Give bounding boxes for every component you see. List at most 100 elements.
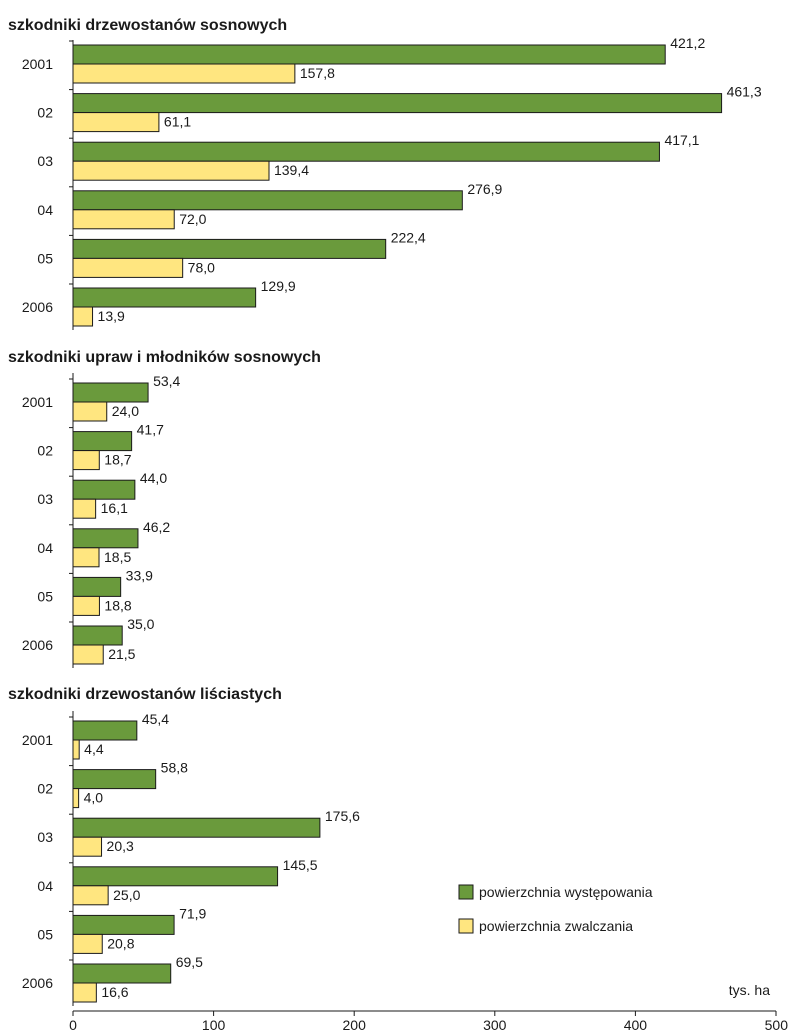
category-label: 03: [37, 829, 53, 845]
legend-control-swatch: [458, 918, 474, 934]
bar-control: [72, 257, 184, 278]
data-label: 35,0: [127, 616, 154, 632]
bar-occurrence: [72, 866, 279, 887]
x-axis: 0 100 200 300 400 500: [69, 1010, 789, 1031]
bar-control: [72, 498, 97, 519]
panel-title: szkodniki upraw i młodników sosnowych: [8, 349, 321, 366]
bar-control: [72, 160, 270, 181]
data-label: 129,9: [261, 278, 296, 294]
data-label: 78,0: [188, 259, 215, 275]
x-tick-label: 100: [202, 1017, 226, 1031]
category-label: 2006: [22, 637, 53, 653]
bar-control: [72, 450, 100, 471]
chart-panel-3: szkodniki drzewostanów liściastych 2001 45…: [8, 686, 360, 1006]
data-label: 53,4: [153, 373, 180, 389]
data-label: 145,5: [283, 857, 318, 873]
bar-occurrence: [72, 287, 257, 308]
bar-occurrence: [72, 625, 123, 646]
category-label: 05: [37, 250, 53, 266]
x-tick-label: 500: [765, 1017, 789, 1031]
data-label: 157,8: [300, 65, 335, 81]
bar-occurrence: [72, 141, 660, 162]
data-label: 71,9: [179, 905, 206, 921]
bar-control: [72, 595, 100, 616]
bar-occurrence: [72, 576, 122, 597]
bar-occurrence: [72, 963, 172, 984]
data-label: 222,4: [391, 229, 426, 245]
bar-control: [72, 112, 160, 133]
data-label: 45,4: [142, 711, 169, 727]
category-label: 02: [37, 105, 53, 121]
category-label: 2001: [22, 56, 53, 72]
data-label: 4,0: [84, 790, 104, 806]
category-label: 04: [37, 878, 53, 894]
legend-control-label: powierzchnia zwalczania: [479, 918, 633, 934]
legend-occurrence-label: powierzchnia występowania: [479, 884, 653, 900]
data-label: 18,8: [104, 597, 131, 613]
bar-control: [72, 933, 103, 954]
legend: powierzchnia występowania powierzchnia z…: [458, 884, 653, 934]
bar-occurrence: [72, 44, 666, 65]
legend-occurrence-swatch: [458, 884, 474, 900]
bar-occurrence: [72, 238, 387, 259]
category-label: 2006: [22, 299, 53, 315]
bar-occurrence: [72, 431, 133, 452]
bar-control: [72, 547, 100, 568]
data-label: 16,6: [101, 984, 128, 1000]
chart-panel-2: szkodniki upraw i młodników sosnowych 200…: [8, 349, 321, 668]
data-label: 461,3: [727, 84, 762, 100]
bar-control: [72, 644, 104, 665]
category-label: 05: [37, 588, 53, 604]
data-label: 25,0: [113, 887, 140, 903]
data-label: 18,5: [104, 549, 131, 565]
bar-control: [72, 63, 296, 84]
x-tick-label: 300: [483, 1017, 507, 1031]
data-label: 58,8: [161, 760, 188, 776]
category-label: 2001: [22, 394, 53, 410]
data-label: 20,3: [107, 838, 134, 854]
unit-label: tys. ha: [729, 982, 770, 998]
data-label: 139,4: [274, 162, 309, 178]
category-label: 03: [37, 491, 53, 507]
data-label: 276,9: [467, 181, 502, 197]
bar-control: [72, 401, 108, 422]
data-label: 18,7: [104, 452, 131, 468]
bar-control: [72, 209, 175, 230]
category-label: 05: [37, 926, 53, 942]
data-label: 69,5: [176, 954, 203, 970]
bar-occurrence: [72, 720, 138, 741]
bar-control: [72, 788, 80, 809]
bar-occurrence: [72, 528, 139, 549]
bar-occurrence: [72, 817, 321, 838]
data-label: 24,0: [112, 403, 139, 419]
panel-title: szkodniki drzewostanów liściastych: [8, 686, 282, 703]
data-label: 46,2: [143, 519, 170, 535]
x-tick-label: 400: [624, 1017, 648, 1031]
data-label: 21,5: [108, 646, 135, 662]
category-label: 03: [37, 153, 53, 169]
data-label: 33,9: [126, 567, 153, 583]
bar-occurrence: [72, 914, 175, 935]
bar-occurrence: [72, 479, 136, 500]
data-label: 417,1: [664, 132, 699, 148]
bar-occurrence: [72, 93, 723, 114]
bar-control: [72, 739, 80, 760]
bar-control: [72, 982, 97, 1003]
category-label: 02: [37, 781, 53, 797]
chart-panels: szkodniki drzewostanów sosnowych 2001 421,…: [8, 17, 762, 1006]
category-label: 02: [37, 443, 53, 459]
data-label: 4,4: [84, 741, 104, 757]
data-label: 175,6: [325, 808, 360, 824]
bar-occurrence: [72, 382, 149, 403]
data-label: 16,1: [101, 500, 128, 516]
bar-control: [72, 836, 103, 857]
bar-occurrence: [72, 769, 157, 790]
bar-control: [72, 885, 109, 906]
chart-panel-1: szkodniki drzewostanów sosnowych 2001 421,…: [8, 17, 762, 330]
x-tick-label: 0: [69, 1017, 77, 1031]
data-label: 44,0: [140, 470, 167, 486]
data-label: 421,2: [670, 35, 705, 51]
data-label: 20,8: [107, 935, 134, 951]
data-label: 13,9: [98, 308, 125, 324]
